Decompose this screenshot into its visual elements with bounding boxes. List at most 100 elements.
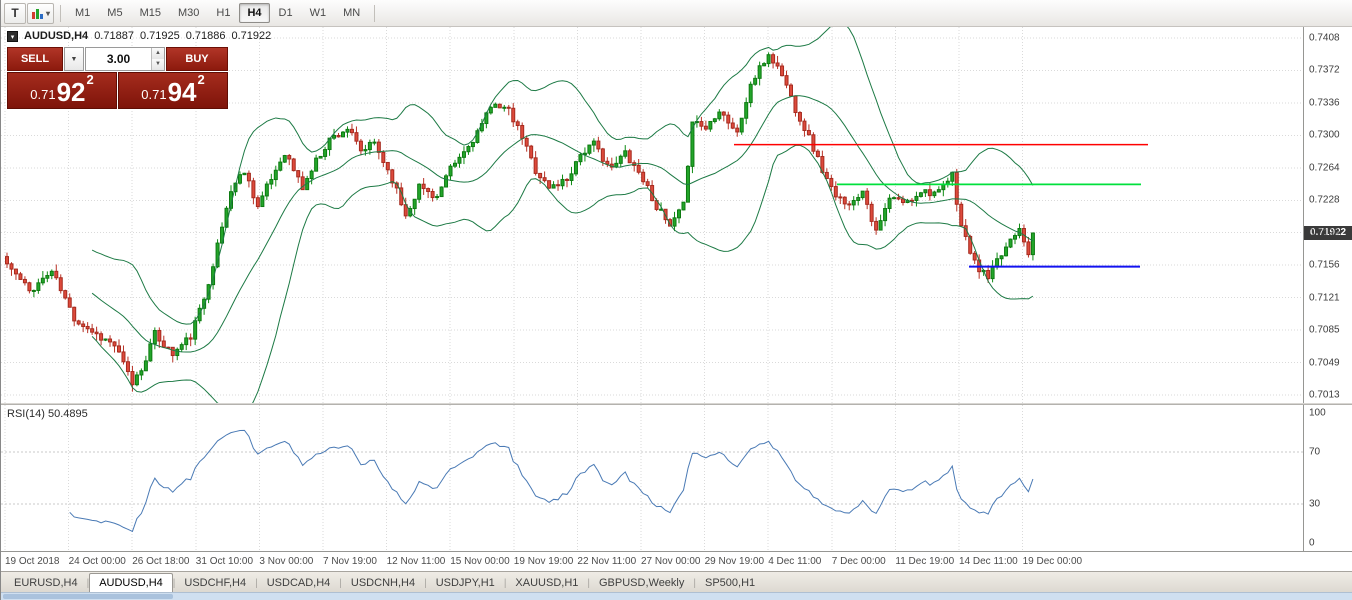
- volume-dropdown-button[interactable]: ▼: [64, 47, 84, 71]
- price-scale-label: 0.7408: [1309, 32, 1340, 44]
- tab-separator: |: [503, 578, 507, 589]
- chart-tab-gbpusd-weekly[interactable]: GBPUSD,Weekly: [599, 577, 685, 589]
- indicator-bars-icon: [32, 8, 43, 19]
- chart-tab-usdchf-h4[interactable]: USDCHF,H4: [184, 577, 247, 589]
- price-scale-label: 0.7013: [1309, 389, 1340, 401]
- time-axis-label: 15 Nov 00:00: [450, 556, 510, 567]
- chart-tab-sp500-h1[interactable]: SP500,H1: [704, 577, 756, 589]
- main-chart-pane[interactable]: ▾ AUDUSD,H4 0.71887 0.71925 0.71886 0.71…: [1, 27, 1352, 403]
- timeframe-button-d1[interactable]: D1: [271, 3, 301, 23]
- ask-price-point: 2: [197, 72, 205, 87]
- tab-separator: |: [86, 578, 90, 589]
- rsi-scale-label: 0: [1309, 537, 1315, 549]
- indicators-icon[interactable]: ▾: [27, 2, 55, 24]
- chart-ohlc-header: ▾ AUDUSD,H4 0.71887 0.71925 0.71886 0.71…: [7, 30, 271, 42]
- time-axis-label: 12 Nov 11:00: [386, 556, 446, 567]
- toolbar-separator: [60, 4, 62, 22]
- time-axis-label: 24 Oct 00:00: [68, 556, 126, 567]
- low-value: 0.71886: [185, 30, 226, 42]
- time-axis-label: 3 Nov 00:00: [259, 556, 314, 567]
- time-axis-label: 19 Nov 19:00: [513, 556, 574, 567]
- rsi-indicator-label: RSI(14) 50.4895: [7, 408, 88, 420]
- time-axis-label: 19 Dec 00:00: [1022, 556, 1083, 567]
- sell-price-button[interactable]: 0.71 92 2: [7, 72, 117, 109]
- toolbar: T ▾ M1 M5 M15 M30 H1 H4 D1 W1 MN: [1, 0, 1352, 27]
- time-axis-label: 11 Dec 19:00: [895, 556, 955, 567]
- close-value: 0.71922: [231, 30, 272, 42]
- rsi-scale-label: 30: [1309, 498, 1321, 510]
- bid-price-pips: 92: [56, 77, 86, 107]
- tab-separator: |: [587, 578, 590, 589]
- chart-tab-usdcad-h4[interactable]: USDCAD,H4: [266, 577, 331, 589]
- volume-up-icon[interactable]: ▲: [152, 48, 164, 59]
- price-scale-label: 0.7156: [1309, 259, 1340, 271]
- price-scale[interactable]: 0.71922 0.7408 0.7372 0.7336 0.7300 0.7264 0.…: [1303, 27, 1352, 403]
- price-scale-label: 0.7336: [1309, 97, 1340, 109]
- main-chart-canvas[interactable]: [1, 27, 1304, 403]
- tab-separator: |: [424, 578, 427, 589]
- volume-spinner: ▲ ▼: [151, 48, 164, 70]
- horizontal-scrollbar[interactable]: [1, 592, 1352, 600]
- price-scale-label: 0.7121: [1309, 292, 1340, 304]
- timeframe-button-m1[interactable]: M1: [67, 3, 98, 23]
- bid-price-prefix: 0.71: [30, 87, 56, 102]
- ask-price-pips: 94: [167, 77, 197, 107]
- timeframe-button-m30[interactable]: M30: [170, 3, 207, 23]
- price-scale-label: 0.7372: [1309, 64, 1340, 76]
- timeframe-button-mn[interactable]: MN: [335, 3, 368, 23]
- bid-price-point: 2: [86, 72, 94, 87]
- buy-price-button[interactable]: 0.71 94 2: [118, 72, 228, 109]
- time-axis[interactable]: 19 Oct 2018 24 Oct 00:00 26 Oct 18:00 31 Oc…: [1, 551, 1352, 571]
- time-axis-label: 19 Oct 2018: [5, 556, 60, 567]
- chart-tab-usdcnh-h4[interactable]: USDCNH,H4: [350, 577, 416, 589]
- chart-tab-xauusd-h1[interactable]: XAUUSD,H1: [515, 577, 579, 589]
- volume-down-icon[interactable]: ▼: [152, 59, 164, 70]
- price-scale-label: 0.7300: [1309, 129, 1340, 141]
- sell-button[interactable]: SELL: [7, 47, 63, 71]
- time-axis-label: 31 Oct 10:00: [195, 556, 254, 567]
- time-axis-label: 4 Dec 11:00: [768, 556, 822, 567]
- current-price-badge: 0.71922: [1304, 226, 1352, 240]
- rsi-scale-label: 70: [1309, 446, 1321, 458]
- toolbar-icon-t[interactable]: T: [4, 2, 26, 24]
- price-scale-label: 0.7228: [1309, 194, 1340, 206]
- chart-tab-audusd-h4[interactable]: AUDUSD,H4: [89, 573, 173, 593]
- time-axis-label: 7 Dec 00:00: [831, 556, 886, 567]
- rsi-scale-label: 100: [1309, 407, 1326, 419]
- time-axis-label: 22 Nov 11:00: [577, 556, 637, 567]
- timeframe-button-m15[interactable]: M15: [132, 3, 169, 23]
- one-click-trading-panel: SELL ▼ 3.00 ▲ ▼ BUY 0.71 92 2 0: [7, 47, 228, 109]
- ask-price-prefix: 0.71: [141, 87, 167, 102]
- chart-tabs-bar: EURUSD,H4 | AUDUSD,H4 | USDCHF,H4 | USDCAD,H4 |…: [1, 571, 1352, 593]
- tab-separator: |: [172, 578, 176, 589]
- tab-separator: |: [255, 578, 258, 589]
- timeframe-button-w1[interactable]: W1: [302, 3, 335, 23]
- time-axis-label: 26 Oct 18:00: [132, 556, 190, 567]
- timeframe-button-m5[interactable]: M5: [99, 3, 130, 23]
- high-value: 0.71925: [139, 30, 180, 42]
- time-axis-label: 29 Nov 19:00: [704, 556, 765, 567]
- one-click-trading-toggle-icon[interactable]: ▾: [7, 30, 18, 42]
- chevron-down-icon: ▾: [46, 8, 51, 18]
- timeframe-button-h4[interactable]: H4: [239, 3, 270, 23]
- time-axis-label: 14 Dec 11:00: [959, 556, 1018, 567]
- scrollbar-thumb[interactable]: [3, 594, 173, 599]
- volume-value: 3.00: [106, 52, 131, 66]
- chart-tab-usdjpy-h1[interactable]: USDJPY,H1: [435, 577, 495, 589]
- timeframe-group: M1 M5 M15 M30 H1 H4 D1 W1 MN: [67, 3, 368, 23]
- price-scale-label: 0.7264: [1309, 162, 1340, 174]
- symbol-period-label: AUDUSD,H4: [24, 30, 89, 42]
- toolbar-separator: [374, 4, 376, 22]
- pane-divider[interactable]: [1, 403, 1352, 405]
- volume-field[interactable]: 3.00 ▲ ▼: [85, 47, 165, 71]
- rsi-scale[interactable]: 100 70 30 0: [1303, 405, 1352, 551]
- rsi-pane[interactable]: RSI(14) 50.4895 100 70 30 0: [1, 405, 1352, 551]
- price-scale-label: 0.7192: [1309, 227, 1340, 239]
- open-value: 0.71887: [94, 30, 134, 42]
- buy-button[interactable]: BUY: [166, 47, 228, 71]
- rsi-canvas[interactable]: [1, 405, 1304, 551]
- timeframe-button-h1[interactable]: H1: [208, 3, 238, 23]
- chevron-down-icon: ▼: [70, 55, 78, 63]
- chart-tab-eurusd-h4[interactable]: EURUSD,H4: [14, 577, 78, 589]
